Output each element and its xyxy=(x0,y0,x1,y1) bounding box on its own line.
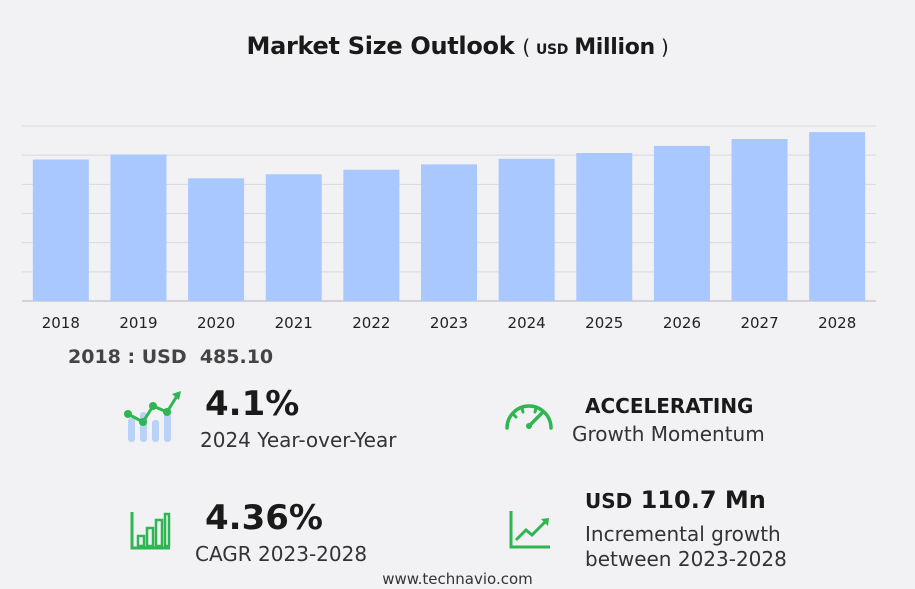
x-tick-label-2023: 2023 xyxy=(430,314,468,332)
incremental-number: 110.7 Mn xyxy=(640,486,766,514)
momentum-label: Growth Momentum xyxy=(572,422,765,446)
x-tick-label-2024: 2024 xyxy=(508,314,546,332)
momentum-value: ACCELERATING xyxy=(585,394,754,418)
yoy-value: 4.1% xyxy=(205,384,300,424)
chart-title: Market Size Outlook ( USD Million ) xyxy=(0,32,915,60)
x-tick-label-2027: 2027 xyxy=(740,314,778,332)
bar-2024 xyxy=(498,158,555,301)
bar-2026 xyxy=(653,145,710,301)
bar-2022 xyxy=(343,169,400,301)
incremental-value: USD 110.7 Mn xyxy=(585,486,766,514)
x-tick-label-2026: 2026 xyxy=(663,314,701,332)
incremental-label-line2: between 2023-2028 xyxy=(585,547,787,571)
footer-url: www.technavio.com xyxy=(382,570,533,588)
x-tick-label-2028: 2028 xyxy=(818,314,856,332)
unit-suffix: Million xyxy=(574,35,655,60)
bar-chart: 2018 2019 2020 2021 2022 2023 2024 2025 2026 2027… xyxy=(22,125,876,332)
x-tick-label-2022: 2022 xyxy=(352,314,390,332)
chart-title-text: Market Size Outlook xyxy=(246,32,515,60)
bar-2023 xyxy=(421,164,477,301)
cagr-label: CAGR 2023-2028 xyxy=(195,542,368,566)
trend-line-icon xyxy=(509,511,550,549)
base-year-value: 2018 : USD 485.10 xyxy=(68,346,273,368)
bar-2028 xyxy=(809,132,866,301)
speedometer-icon xyxy=(505,404,553,430)
x-tick-label-2021: 2021 xyxy=(275,314,313,332)
growth-chart-icon xyxy=(124,391,181,442)
bar-chart-icon xyxy=(130,512,171,550)
bar-2019 xyxy=(110,154,167,301)
x-tick-label-2019: 2019 xyxy=(119,314,157,332)
bar-2025 xyxy=(576,153,633,301)
bar-2020 xyxy=(188,178,245,301)
base-year-label: 2018 : USD xyxy=(68,346,187,368)
incremental-label-line1: Incremental growth xyxy=(585,522,781,546)
bar-2021 xyxy=(265,174,322,301)
x-tick-label-2025: 2025 xyxy=(585,314,623,332)
chart-unit: ( USD Million ) xyxy=(522,35,669,60)
x-tick-label-2018: 2018 xyxy=(42,314,80,332)
cagr-value: 4.36% xyxy=(205,498,323,538)
bar-2018 xyxy=(32,159,89,301)
base-year-number: 485.10 xyxy=(199,346,274,368)
bar-2027 xyxy=(731,139,788,301)
incremental-unit: USD xyxy=(585,489,633,513)
yoy-label: 2024 Year-over-Year xyxy=(200,428,397,452)
unit-prefix: USD xyxy=(535,42,569,58)
x-tick-label-2020: 2020 xyxy=(197,314,235,332)
